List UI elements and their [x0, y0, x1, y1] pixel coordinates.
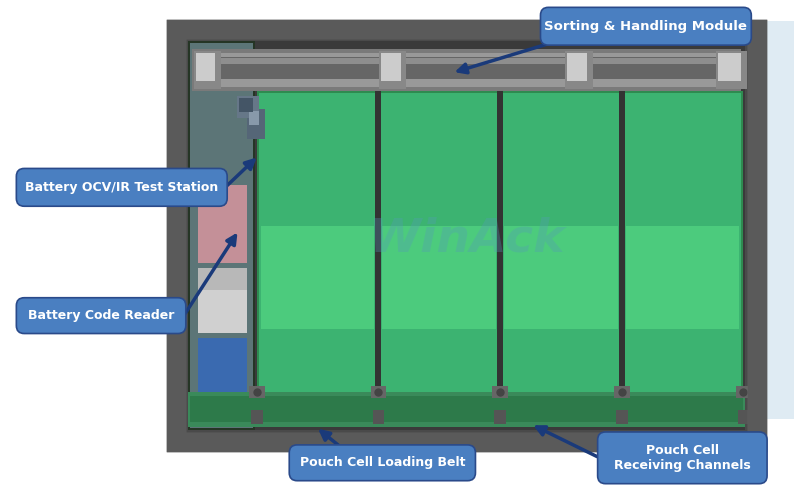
FancyBboxPatch shape	[290, 445, 475, 481]
Bar	[192, 49, 742, 91]
Text: Battery OCV/IR Test Station: Battery OCV/IR Test Station	[25, 181, 218, 194]
Bar	[198, 268, 247, 333]
Bar	[716, 51, 747, 89]
Bar	[188, 41, 746, 430]
FancyBboxPatch shape	[541, 7, 751, 45]
Bar	[198, 185, 247, 263]
Bar	[194, 51, 222, 89]
FancyBboxPatch shape	[16, 168, 227, 206]
Bar	[257, 91, 743, 412]
Bar	[198, 338, 247, 405]
Bar	[176, 29, 758, 442]
Bar	[735, 386, 751, 398]
Bar	[258, 93, 377, 410]
Bar	[188, 392, 746, 427]
Bar	[379, 51, 406, 89]
Bar	[616, 410, 628, 424]
Bar	[626, 226, 739, 329]
Text: Pouch Cell Loading Belt: Pouch Cell Loading Belt	[300, 456, 465, 469]
Bar	[502, 93, 620, 410]
Text: Battery Code Reader: Battery Code Reader	[28, 309, 174, 322]
Bar	[176, 29, 758, 442]
Bar	[504, 226, 618, 329]
Bar	[382, 226, 496, 329]
Bar	[497, 91, 503, 412]
Text: WinAck: WinAck	[370, 217, 566, 261]
Bar	[492, 386, 508, 398]
Bar	[190, 396, 743, 422]
Bar	[237, 96, 258, 118]
Bar	[196, 57, 738, 79]
Bar	[196, 53, 215, 81]
Bar	[381, 53, 401, 81]
Bar	[190, 43, 253, 428]
Bar	[188, 41, 254, 430]
Bar	[261, 226, 374, 329]
Bar	[176, 29, 758, 442]
Bar	[624, 93, 742, 410]
Bar	[194, 53, 739, 87]
Bar	[239, 98, 253, 112]
Bar	[494, 410, 506, 424]
Bar	[738, 410, 750, 424]
FancyBboxPatch shape	[16, 298, 186, 334]
Text: Pouch Cell
Receiving Channels: Pouch Cell Receiving Channels	[614, 444, 750, 472]
Bar	[565, 51, 593, 89]
Bar	[373, 410, 384, 424]
Bar	[567, 53, 586, 81]
Bar	[718, 53, 742, 81]
Bar	[196, 58, 738, 64]
Bar	[614, 386, 630, 398]
Bar	[251, 410, 262, 424]
Bar	[247, 109, 265, 138]
Bar	[619, 91, 625, 412]
Bar	[249, 386, 265, 398]
Text: Sorting & Handling Module: Sorting & Handling Module	[545, 20, 747, 33]
Bar	[622, 21, 794, 419]
Bar	[375, 91, 382, 412]
Bar	[249, 111, 258, 124]
Bar	[380, 93, 498, 410]
FancyBboxPatch shape	[598, 432, 767, 484]
Bar	[198, 268, 247, 290]
Bar	[370, 386, 386, 398]
